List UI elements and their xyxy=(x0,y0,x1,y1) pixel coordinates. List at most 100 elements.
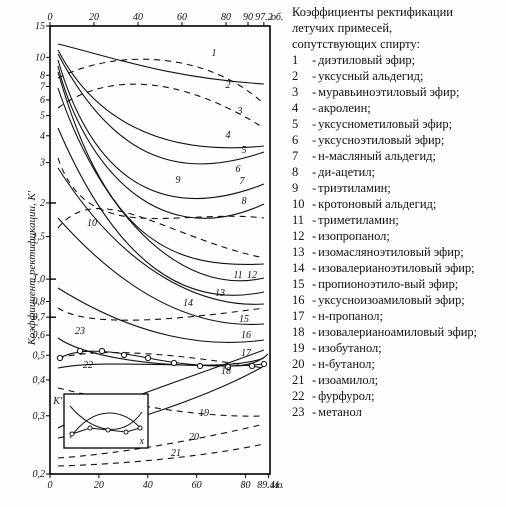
svg-text:5: 5 xyxy=(40,111,45,122)
svg-text:0: 0 xyxy=(48,12,53,23)
legend-item: 13 - изомасляноэтиловый эфир; xyxy=(292,244,502,260)
legend-item-number: 12 xyxy=(292,228,312,244)
legend-item-number: 23 xyxy=(292,404,312,420)
legend: Коэффициенты ректификации летучих примес… xyxy=(292,4,502,420)
svg-text:2: 2 xyxy=(226,80,231,91)
svg-text:20: 20 xyxy=(89,12,99,23)
legend-item-number: 21 xyxy=(292,372,312,388)
svg-text:60: 60 xyxy=(177,12,187,23)
svg-text:4: 4 xyxy=(226,130,231,141)
legend-item: 4 - акролеин; xyxy=(292,100,502,116)
legend-item-label: изоамилол; xyxy=(318,372,378,388)
page-root: Коэффициент ректификации, K' 0,20,30,40,… xyxy=(0,0,506,507)
svg-text:x: x xyxy=(139,436,145,447)
legend-item: 23 - метанол xyxy=(292,404,502,420)
legend-item-label: изовалерианоэтиловый эфир; xyxy=(318,260,475,276)
legend-heading-3: сопутствующих спирту: xyxy=(292,36,502,52)
legend-item-number: 7 xyxy=(292,148,312,164)
svg-text:19: 19 xyxy=(199,408,209,419)
legend-heading-2: летучих примесей, xyxy=(292,20,502,36)
legend-item-label: изопропанол; xyxy=(318,228,390,244)
legend-item: 9 - триэтиламин; xyxy=(292,180,502,196)
legend-item-number: 2 xyxy=(292,68,312,84)
legend-item: 22 - фурфурол; xyxy=(292,388,502,404)
legend-item: 8 - ди-ацетил; xyxy=(292,164,502,180)
legend-item: 3 - муравьиноэтиловый эфир; xyxy=(292,84,502,100)
legend-heading-1: Коэффициенты ректификации xyxy=(292,4,502,20)
svg-text:80: 80 xyxy=(221,12,231,23)
legend-item: 11 - триметиламин; xyxy=(292,212,502,228)
legend-item: 10 - кротоновый альдегид; xyxy=(292,196,502,212)
svg-text:5: 5 xyxy=(242,145,247,156)
legend-item-number: 17 xyxy=(292,308,312,324)
svg-text:11: 11 xyxy=(233,270,242,281)
legend-item-label: фурфурол; xyxy=(318,388,374,404)
svg-text:15: 15 xyxy=(35,21,45,32)
legend-item-number: 15 xyxy=(292,276,312,292)
legend-item: 2 - уксусный альдегид; xyxy=(292,68,502,84)
svg-text:0,8: 0,8 xyxy=(33,297,46,308)
legend-item: 14 - изовалерианоэтиловый эфир; xyxy=(292,260,502,276)
legend-item-label: уксуснометиловый эфир; xyxy=(318,116,452,132)
legend-item-number: 1 xyxy=(292,52,312,68)
svg-text:17: 17 xyxy=(241,348,252,359)
legend-item-label: ди-ацетил; xyxy=(318,164,375,180)
legend-item-label: метанол xyxy=(318,404,362,420)
legend-item: 16 - уксусноизоамиловый эфир; xyxy=(292,292,502,308)
legend-item-number: 13 xyxy=(292,244,312,260)
svg-text:0,6: 0,6 xyxy=(33,330,46,341)
legend-item-number: 14 xyxy=(292,260,312,276)
svg-text:90: 90 xyxy=(243,12,253,23)
legend-item: 17 - н-пропанол; xyxy=(292,308,502,324)
legend-item-number: 11 xyxy=(292,212,312,228)
legend-item-label: уксусный альдегид; xyxy=(318,68,423,84)
svg-text:97.2: 97.2 xyxy=(255,12,273,23)
legend-item-number: 8 xyxy=(292,164,312,180)
svg-text:0,2: 0,2 xyxy=(33,469,46,480)
svg-text:0,4: 0,4 xyxy=(33,375,46,386)
svg-text:2: 2 xyxy=(40,198,45,209)
legend-item-label: изомасляноэтиловый эфир; xyxy=(318,244,464,260)
legend-item: 15 - пропионоэтило-вый эфир; xyxy=(292,276,502,292)
legend-item-number: 22 xyxy=(292,388,312,404)
legend-item: 5 - уксуснометиловый эфир; xyxy=(292,116,502,132)
svg-text:21: 21 xyxy=(171,448,181,459)
legend-item-label: триэтиламин; xyxy=(318,180,391,196)
svg-text:15: 15 xyxy=(239,314,249,325)
legend-item: 20 - н-бутанол; xyxy=(292,356,502,372)
svg-text:1,5: 1,5 xyxy=(33,232,46,243)
svg-text:4: 4 xyxy=(40,131,45,142)
legend-item: 18 - изовалерианоамиловый эфир; xyxy=(292,324,502,340)
svg-text:3: 3 xyxy=(39,158,45,169)
legend-item-label: н-пропанол; xyxy=(318,308,383,324)
legend-item: 12 - изопропанол; xyxy=(292,228,502,244)
svg-text:8: 8 xyxy=(242,196,247,207)
svg-text:1,0: 1,0 xyxy=(33,274,46,285)
svg-text:3: 3 xyxy=(237,106,243,117)
legend-item-label: изобутанол; xyxy=(318,340,382,356)
svg-text:60: 60 xyxy=(192,480,202,491)
svg-text:80: 80 xyxy=(241,480,251,491)
svg-text:10: 10 xyxy=(35,52,45,63)
svg-text:40: 40 xyxy=(133,12,143,23)
legend-item-label: уксусноэтиловый эфир; xyxy=(318,132,444,148)
svg-text:0,3: 0,3 xyxy=(33,411,46,422)
legend-items: 1 - диэтиловый эфир;2 - уксусный альдеги… xyxy=(292,52,502,420)
legend-item: 1 - диэтиловый эфир; xyxy=(292,52,502,68)
chart-area: Коэффициент ректификации, K' 0,20,30,40,… xyxy=(28,8,283,498)
svg-text:1: 1 xyxy=(212,48,217,59)
svg-text:6: 6 xyxy=(236,164,241,175)
legend-item-label: пропионоэтило-вый эфир; xyxy=(318,276,458,292)
legend-item-number: 18 xyxy=(292,324,312,340)
legend-item-label: акролеин; xyxy=(318,100,371,116)
legend-item-label: н-бутанол; xyxy=(318,356,375,372)
svg-text:0,7: 0,7 xyxy=(33,312,47,323)
legend-item-label: кротоновый альдегид; xyxy=(318,196,436,212)
svg-text:0: 0 xyxy=(48,480,53,491)
legend-item-number: 20 xyxy=(292,356,312,372)
chart-svg: 0,20,30,40,50,60,70,81,01,52345678101502… xyxy=(28,8,283,498)
svg-text:40: 40 xyxy=(143,480,153,491)
svg-text:6: 6 xyxy=(40,95,45,106)
svg-text:12: 12 xyxy=(247,270,257,281)
legend-item: 7 - н-масляный альдегид; xyxy=(292,148,502,164)
